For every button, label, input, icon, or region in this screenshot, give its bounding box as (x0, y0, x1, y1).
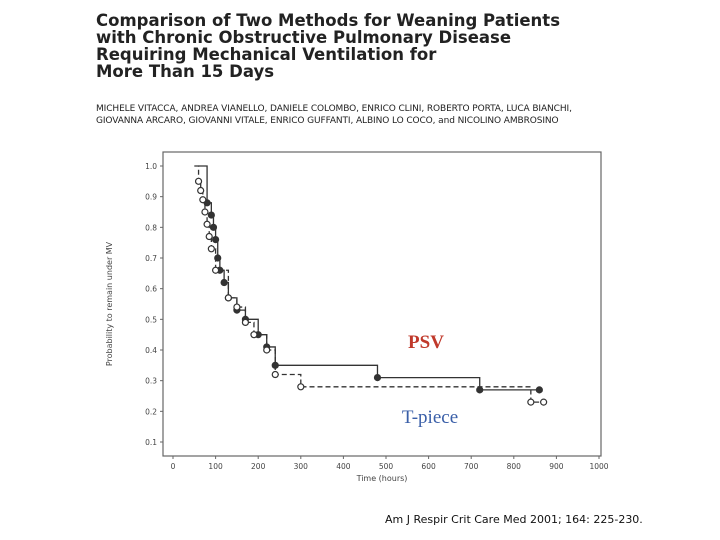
psv-marker (212, 236, 220, 244)
psv-survival-curve (198, 165, 540, 391)
tpiece-marker (194, 177, 203, 185)
tpiece-marker (540, 398, 548, 406)
tpiece-marker (233, 303, 241, 311)
y-tick-label: 0.6 (145, 285, 157, 294)
x-axis-title: Time (hours) (356, 474, 408, 483)
y-tick-label: 0.2 (145, 407, 157, 416)
y-tick-label: 0.8 (145, 223, 157, 232)
citation: Am J Respir Crit Care Med 2001; 164: 225… (385, 513, 643, 526)
psv-series-label: PSV (408, 332, 444, 353)
title-line: with Chronic Obstructive Pulmonary Disea… (96, 28, 512, 47)
tpiece-survival-curve (194, 165, 544, 403)
x-tick-label: 500 (379, 462, 394, 471)
tpiece-marker (205, 232, 213, 241)
title-line: Comparison of Two Methods for Weaning Pa… (96, 11, 561, 30)
y-axis-title: Probability to remain under MV (105, 241, 114, 366)
tpiece-marker (212, 266, 220, 274)
psv-marker (207, 211, 215, 219)
x-tick-label: 400 (336, 462, 351, 471)
tpiece-marker (201, 208, 209, 216)
title-line: More Than 15 Days (96, 62, 275, 81)
author-line: MICHELE VITACCA, ANDREA VIANELLO, DANIEL… (96, 104, 572, 114)
tpiece-marker (263, 346, 271, 354)
psv-marker (535, 386, 543, 394)
author-line: GIOVANNA ARCARO, GIOVANNI VITALE, ENRICO… (96, 116, 559, 126)
tpiece-marker (203, 220, 211, 228)
y-tick-label: 0.5 (145, 315, 157, 324)
x-tick-label: 300 (294, 462, 309, 471)
plot-frame (162, 151, 602, 457)
psv-marker (209, 223, 218, 231)
tpiece-marker (199, 196, 207, 204)
author-list: MICHELE VITACCA, ANDREA VIANELLO, DANIEL… (96, 103, 656, 127)
x-tick-label: 600 (421, 462, 436, 471)
tpiece-marker (271, 370, 279, 379)
tpiece-marker (241, 318, 250, 326)
x-tick-label: 0 (171, 462, 176, 471)
tpiece-marker (250, 331, 258, 339)
psv-marker (373, 374, 382, 382)
x-tick-label: 100 (208, 462, 223, 471)
psv-marker (476, 386, 484, 394)
x-tick-label: 1000 (589, 462, 608, 471)
x-tick-label: 900 (549, 462, 564, 471)
x-tick-label: 800 (507, 462, 522, 471)
y-tick-label: 1.0 (145, 162, 157, 171)
y-tick-label: 0.9 (145, 193, 157, 202)
y-tick-label: 0.3 (145, 377, 157, 386)
x-tick-label: 700 (464, 462, 479, 471)
tpiece-marker (527, 398, 535, 406)
paper-title: Comparison of Two Methods for Weaning Pa… (96, 12, 656, 80)
tpiece-marker (207, 245, 215, 253)
psv-marker (220, 278, 228, 287)
tpiece-marker (297, 383, 305, 391)
title-line: Requiring Mechanical Ventilation for (96, 45, 437, 64)
y-tick-label: 0.4 (145, 346, 157, 355)
y-tick-label: 0.1 (145, 438, 157, 447)
tpiece-marker (224, 294, 232, 302)
tpiece-series-label: T-piece (402, 407, 458, 428)
x-tick-label: 200 (251, 462, 266, 471)
y-tick-label: 0.7 (145, 254, 157, 263)
tpiece-marker (197, 186, 205, 195)
